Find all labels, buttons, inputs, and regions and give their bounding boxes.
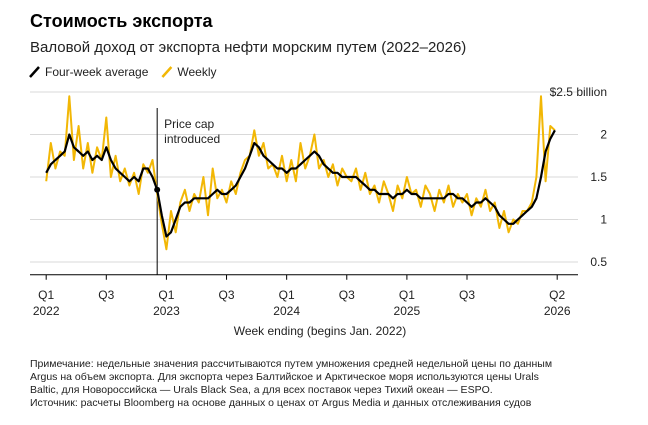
x-tick-label: Q2 2026 bbox=[544, 288, 571, 318]
note: Argus на объем экспорта. Для экспорта че… bbox=[30, 371, 539, 383]
marker bbox=[154, 186, 161, 193]
series-line bbox=[45, 95, 556, 251]
series-line bbox=[45, 129, 556, 238]
x-tick-label: Q1 2025 bbox=[394, 288, 421, 318]
annotation: introduced bbox=[164, 132, 220, 146]
x-tick-label: Q3 bbox=[339, 288, 355, 302]
legend-swatch bbox=[161, 66, 173, 78]
legend-label: Weekly bbox=[177, 65, 216, 79]
note: Примечание: недельные значения рассчитыв… bbox=[30, 358, 552, 370]
x-tick-label: Q1 2024 bbox=[273, 288, 300, 318]
x-axis-title: Week ending (begins Jan. 2022) bbox=[234, 324, 407, 338]
x-tick-label: Q3 bbox=[98, 288, 114, 302]
y-tick-label: 2 bbox=[600, 128, 607, 142]
chart-title: Стоимость экспорта bbox=[30, 11, 214, 31]
note: Baltic, для Новороссийска — Urals Black … bbox=[30, 384, 493, 396]
x-tick-label: Q1 2022 bbox=[33, 288, 60, 318]
chart-subtitle: Валовой доход от экспорта нефти морским … bbox=[30, 39, 466, 56]
annotation: Price cap bbox=[164, 117, 214, 131]
source: Источник: расчеты Bloomberg на основе да… bbox=[30, 397, 532, 409]
legend-label: Four-week average bbox=[45, 65, 149, 79]
x-tick-label: Q1 2023 bbox=[153, 288, 180, 318]
x-tick-label: Q3 bbox=[459, 288, 475, 302]
legend-swatch bbox=[29, 66, 40, 78]
y-tick-label: 0.5 bbox=[590, 255, 607, 269]
x-tick-label: Q3 bbox=[219, 288, 235, 302]
y-tick-label: $2.5 billion bbox=[550, 85, 607, 99]
y-tick-label: 1 bbox=[600, 213, 607, 227]
y-tick-label: 1.5 bbox=[590, 170, 607, 184]
